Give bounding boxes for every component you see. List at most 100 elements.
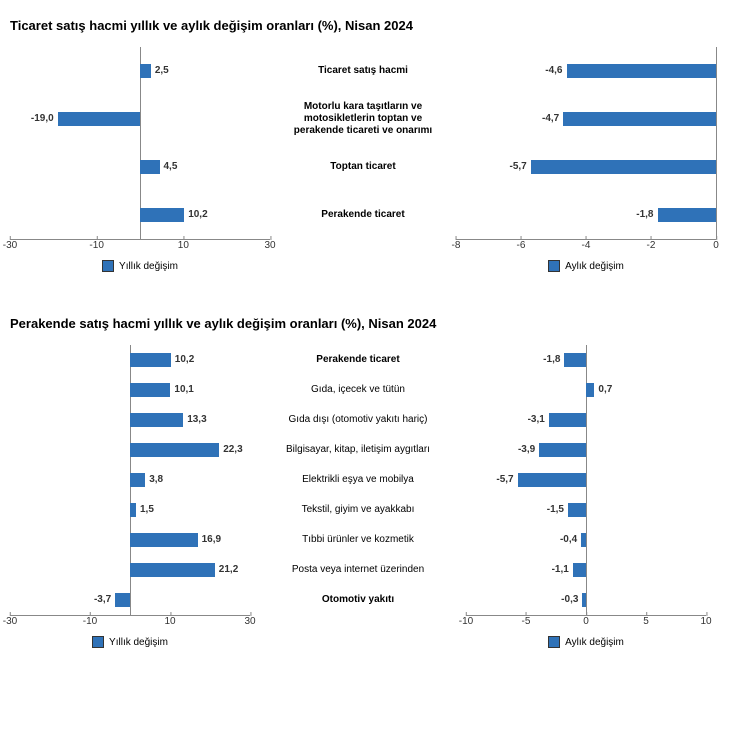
bottom-right-plot: -1,80,7-3,1-3,9-5,7-1,5-0,4-1,1-0,3 <box>466 345 706 616</box>
bottom-left-axis: -30-101030 <box>10 616 250 632</box>
bar-value-label: 10,1 <box>174 384 193 395</box>
top-right-legend: Aylık değişim <box>456 260 716 272</box>
bottom-right-legend: Aylık değişim <box>466 636 706 648</box>
bar-value-label: -4,7 <box>542 113 559 124</box>
legend-swatch <box>92 636 104 648</box>
bottom-center-labels: Perakende ticaretGıda, içecek ve tütünGı… <box>258 345 458 615</box>
category-label: Posta veya internet üzerinden <box>258 564 458 576</box>
bottom-chart-title: Perakende satış hacmi yıllık ve aylık de… <box>10 316 721 331</box>
category-label: Gıda dışı (otomotiv yakıtı hariç) <box>258 414 458 426</box>
bar <box>130 473 145 487</box>
bar <box>58 112 140 126</box>
axis-tick: -6 <box>517 240 526 251</box>
category-label: Tıbbi ürünler ve kozmetik <box>258 534 458 546</box>
legend-label: Aylık değişim <box>565 261 624 272</box>
bar-value-label: 3,8 <box>149 474 163 485</box>
top-left-panel: 2,5 -19,0 4,5 10,2 -30-101030 Yıllık değişi… <box>10 47 270 272</box>
legend-label: Yıllık değişim <box>119 261 178 272</box>
bar <box>518 473 586 487</box>
bar-value-label: 22,3 <box>223 444 242 455</box>
bar <box>586 383 594 397</box>
bar-value-label: -0,4 <box>560 534 577 545</box>
bar-value-label: 1,5 <box>140 504 154 515</box>
category-label: Gıda, içecek ve tütün <box>258 384 458 396</box>
bar-value-label: 10,2 <box>188 209 207 220</box>
bar <box>564 353 586 367</box>
legend-label: Aylık değişim <box>565 637 624 648</box>
category-label: Tekstil, giyim ve ayakkabı <box>258 504 458 516</box>
bottom-dual-chart: 10,210,113,322,33,81,516,921,2-3,7 -30-1… <box>10 345 721 648</box>
bar-value-label: 10,2 <box>175 354 194 365</box>
bar <box>140 208 184 222</box>
legend-swatch <box>548 636 560 648</box>
top-left-axis: -30-101030 <box>10 240 270 256</box>
bar <box>140 64 151 78</box>
top-chart-title: Ticaret satış hacmi yıllık ve aylık deği… <box>10 18 721 33</box>
bar <box>573 563 586 577</box>
bottom-left-legend: Yıllık değişim <box>10 636 250 648</box>
bar <box>130 413 183 427</box>
bar-value-label: -3,7 <box>94 594 111 605</box>
bar-value-label: -3,1 <box>528 414 545 425</box>
bar-value-label: -1,8 <box>636 209 653 220</box>
axis-tick: -30 <box>3 240 17 251</box>
category-label: Elektrikli eşya ve mobilya <box>258 474 458 486</box>
bottom-right-panel: -1,80,7-3,1-3,9-5,7-1,5-0,4-1,1-0,3 -10-… <box>466 345 706 648</box>
legend-swatch <box>102 260 114 272</box>
bar-value-label: -4,6 <box>545 65 562 76</box>
top-dual-chart: 2,5 -19,0 4,5 10,2 -30-101030 Yıllık değişi… <box>10 47 721 272</box>
category-label: Ticaret satış hacmi <box>278 65 448 77</box>
bar-value-label: 21,2 <box>219 564 238 575</box>
bar <box>563 112 716 126</box>
bar <box>130 503 136 517</box>
legend-label: Yıllık değişim <box>109 637 168 648</box>
axis-tick: 10 <box>178 240 189 251</box>
category-label: Bilgisayar, kitap, iletişim aygıtları <box>258 444 458 456</box>
axis-tick: -10 <box>459 616 473 627</box>
axis-tick: 0 <box>713 240 719 251</box>
bar-value-label: -19,0 <box>31 113 54 124</box>
top-left-plot: 2,5 -19,0 4,5 10,2 <box>10 47 270 240</box>
bar <box>130 383 170 397</box>
axis-tick: -10 <box>83 616 97 627</box>
bar-value-label: -1,5 <box>547 504 564 515</box>
bar <box>130 533 198 547</box>
axis-tick: 30 <box>244 616 255 627</box>
bar <box>582 593 586 607</box>
axis-tick: 10 <box>700 616 711 627</box>
axis-tick: 10 <box>164 616 175 627</box>
bar <box>568 503 586 517</box>
legend-swatch <box>548 260 560 272</box>
axis-tick: 30 <box>264 240 275 251</box>
bar-value-label: -3,9 <box>518 444 535 455</box>
bottom-right-axis: -10-50510 <box>466 616 706 632</box>
axis-tick: -2 <box>647 240 656 251</box>
bar <box>567 64 717 78</box>
bar <box>581 533 586 547</box>
bar-value-label: -5,7 <box>510 161 527 172</box>
bar-value-label: 2,5 <box>155 65 169 76</box>
top-center-labels: Ticaret satış hacmi Motorlu kara taşıtlar… <box>278 47 448 239</box>
axis-tick: -5 <box>522 616 531 627</box>
bar <box>130 353 171 367</box>
bar-value-label: 4,5 <box>164 161 178 172</box>
bar <box>140 160 160 174</box>
category-label: Toptan ticaret <box>278 161 448 173</box>
bar <box>539 443 586 457</box>
category-label: Perakende ticaret <box>278 209 448 221</box>
bar <box>115 593 130 607</box>
bar-value-label: -1,8 <box>543 354 560 365</box>
bar <box>130 443 219 457</box>
axis-tick: 5 <box>643 616 649 627</box>
top-left-legend: Yıllık değişim <box>10 260 270 272</box>
category-label: Motorlu kara taşıtların ve motosikletler… <box>278 101 448 137</box>
category-label: Otomotiv yakıtı <box>258 594 458 606</box>
bar <box>549 413 586 427</box>
bottom-left-plot: 10,210,113,322,33,81,516,921,2-3,7 <box>10 345 250 616</box>
top-right-plot: -4,6 -4,7 -5,7 -1,8 <box>456 47 716 240</box>
bar-value-label: -5,7 <box>496 474 513 485</box>
bar <box>130 563 215 577</box>
axis-tick: -4 <box>582 240 591 251</box>
bar-value-label: 13,3 <box>187 414 206 425</box>
axis-tick: -30 <box>3 616 17 627</box>
